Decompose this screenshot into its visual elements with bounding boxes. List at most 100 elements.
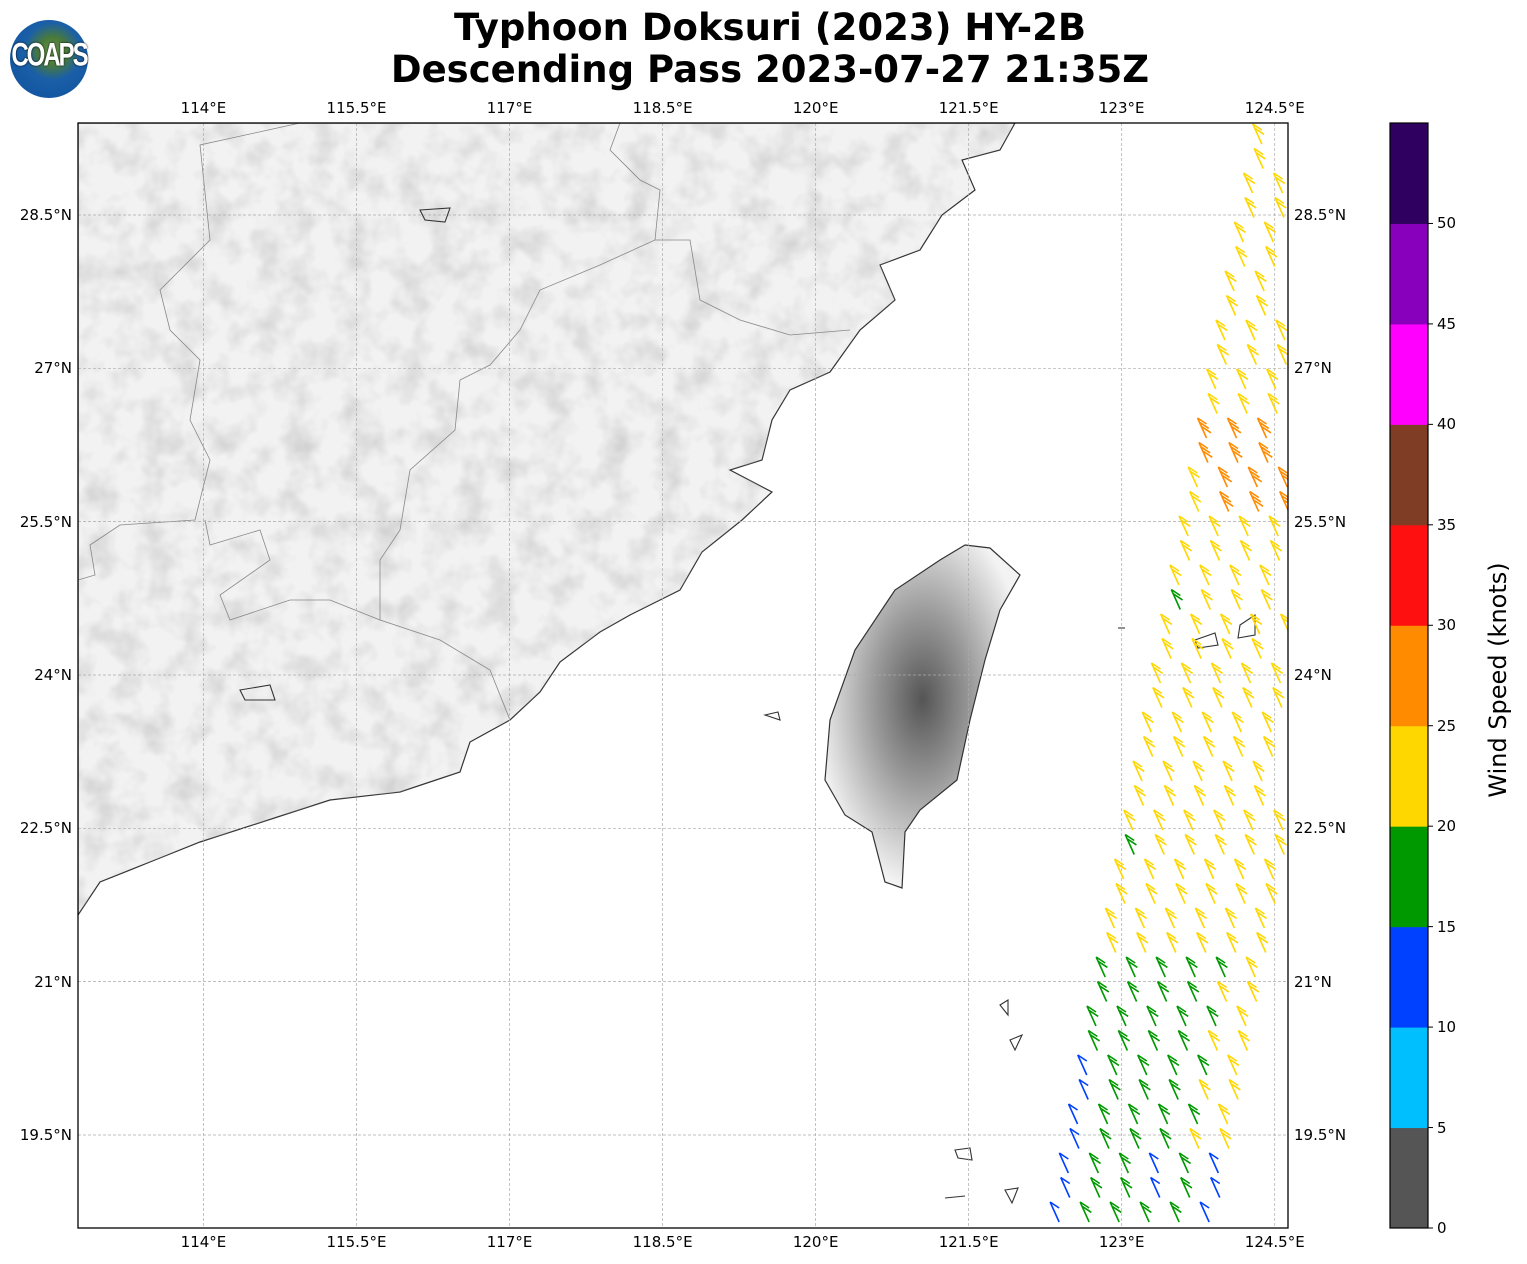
wind-barb xyxy=(1196,417,1212,439)
province-borders xyxy=(78,123,851,721)
wind-barb xyxy=(1275,319,1288,341)
wind-barb xyxy=(1207,1029,1221,1051)
wind-barb xyxy=(1268,515,1281,537)
wind-barb xyxy=(1199,564,1212,586)
wind-barb xyxy=(1267,392,1280,414)
wind-barb xyxy=(1214,833,1227,855)
wind-barb xyxy=(1201,711,1214,733)
wind-barb xyxy=(1278,490,1288,512)
wind-barb xyxy=(1107,1054,1120,1076)
wind-barb xyxy=(1142,735,1156,757)
lon-label-top: 121.5°E xyxy=(938,99,999,117)
wind-barb xyxy=(1244,833,1257,855)
lon-label-bottom: 121.5°E xyxy=(938,1233,999,1251)
wind-barb xyxy=(1120,1176,1133,1198)
wind-barb xyxy=(1236,368,1249,390)
wind-barb xyxy=(1245,956,1258,978)
wind-barb xyxy=(1169,564,1182,586)
wind-barb xyxy=(1088,1152,1101,1174)
wind-barb xyxy=(1224,270,1237,292)
colorbar-tick-label: 0 xyxy=(1437,1219,1447,1237)
wind-barb xyxy=(1208,515,1221,537)
wind-barb xyxy=(1233,221,1247,243)
wind-barb xyxy=(1198,1078,1211,1100)
wind-barb xyxy=(1152,686,1165,708)
wind-barb xyxy=(1219,613,1233,635)
colorbar-tick-label: 50 xyxy=(1437,214,1457,233)
lon-label-top: 117°E xyxy=(486,99,533,117)
lat-label-right: 22.5°N xyxy=(1294,819,1347,838)
taiwan xyxy=(824,544,1021,889)
lat-label-left: 24°N xyxy=(34,665,72,684)
wind-barb xyxy=(1206,1005,1219,1027)
wind-barb xyxy=(1212,686,1225,708)
wind-barb xyxy=(1262,735,1276,757)
wind-barb xyxy=(1117,1029,1131,1051)
wind-barb xyxy=(1240,662,1254,684)
wind-barb xyxy=(1060,1176,1071,1198)
colorbar-tick-label: 30 xyxy=(1437,616,1457,635)
lat-label-right: 21°N xyxy=(1294,972,1332,991)
wind-barb xyxy=(1256,417,1272,439)
wind-barb xyxy=(1197,1054,1210,1076)
lon-label-top: 123°E xyxy=(1098,99,1145,117)
wind-barb xyxy=(1237,392,1250,414)
wind-barb xyxy=(1137,1054,1150,1076)
wind-barb xyxy=(1096,980,1110,1002)
wind-barb xyxy=(1229,564,1242,586)
wind-barb xyxy=(1216,980,1230,1002)
lat-label-left: 19.5°N xyxy=(19,1125,72,1144)
wind-barb xyxy=(1069,1127,1080,1149)
wind-barb xyxy=(1129,1127,1142,1149)
wind-barb xyxy=(1210,1176,1221,1198)
wind-barb xyxy=(1191,637,1204,659)
wind-barb xyxy=(1127,1103,1141,1125)
wind-barb xyxy=(1086,1005,1099,1027)
wind-barb xyxy=(1183,809,1196,831)
wind-barb xyxy=(1194,907,1208,929)
wind-barb xyxy=(1148,1152,1160,1174)
wind-barb xyxy=(1166,931,1179,953)
wind-barb xyxy=(1189,1127,1202,1149)
wind-barb xyxy=(1242,172,1256,194)
wind-barb xyxy=(1254,907,1268,929)
colorbar-tick-label: 20 xyxy=(1437,817,1457,836)
wind-barb xyxy=(1184,833,1197,855)
wind-barb xyxy=(1116,1005,1129,1027)
chart-title-line2: Descending Pass 2023-07-27 21:35Z xyxy=(390,48,1150,91)
wind-barb xyxy=(1265,882,1278,904)
wind-barb xyxy=(1104,907,1118,929)
wind-barb xyxy=(1150,662,1164,684)
wind-barb xyxy=(1223,784,1237,806)
lon-label-top: 120°E xyxy=(792,99,839,117)
wind-barb xyxy=(1173,858,1187,880)
wind-barb xyxy=(1118,1152,1131,1174)
wind-barb xyxy=(1232,735,1246,757)
lat-label-left: 27°N xyxy=(34,359,72,378)
wind-barb xyxy=(1099,1127,1112,1149)
lat-label-right: 25.5°N xyxy=(1294,512,1347,531)
wind-barb xyxy=(1187,1103,1201,1125)
wind-barb xyxy=(1196,931,1209,953)
wind-barb xyxy=(1077,1054,1088,1076)
colorbar-segment xyxy=(1390,926,1428,1028)
lon-label-bottom: 115.5°E xyxy=(326,1233,387,1251)
wind-barb xyxy=(1164,907,1178,929)
wind-barb xyxy=(1136,931,1149,953)
wind-barb xyxy=(1167,1054,1180,1076)
wind-barb xyxy=(1193,784,1207,806)
wind-barb xyxy=(1235,245,1248,267)
wind-barb xyxy=(1210,662,1224,684)
wind-barb xyxy=(1246,980,1260,1002)
wind-barb xyxy=(1097,1103,1111,1125)
wind-barb xyxy=(1154,833,1167,855)
wind-barb xyxy=(1145,882,1158,904)
wind-barb xyxy=(1239,539,1253,561)
wind-barb xyxy=(1180,1176,1193,1198)
wind-barb xyxy=(1226,931,1239,953)
wind-barb xyxy=(1273,809,1286,831)
wind-barb xyxy=(1159,1127,1172,1149)
wind-barb xyxy=(1270,662,1284,684)
wind-barb xyxy=(1203,858,1217,880)
wind-barb xyxy=(1133,784,1147,806)
